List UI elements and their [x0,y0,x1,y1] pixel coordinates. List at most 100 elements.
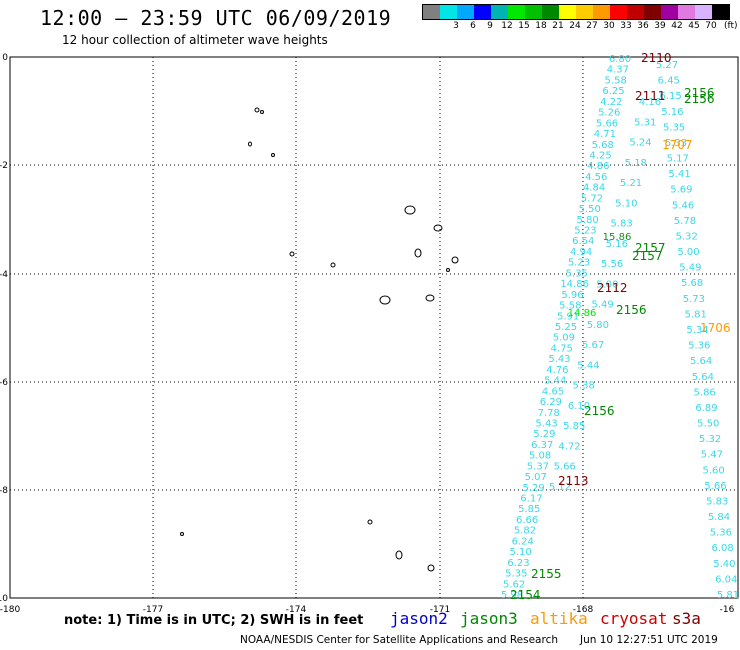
lon-tick-label: -180 [0,605,20,615]
sat-label-cryosat: cryosat [600,609,668,628]
legend-tick-label: 9 [487,21,493,31]
wave-value-jason3: 6.24 [512,536,534,547]
wave-value-jason3: 6.17 [520,494,542,505]
wave-value-jason3: 5.72 [581,193,603,204]
wave-value-altika: 5.35 [663,122,685,133]
wave-value-jason3: 6.29 [540,397,562,408]
wave-value-altika: 5.84 [708,512,730,523]
wave-value-cryosat: 5.67 [582,340,604,351]
pass-time-label: 2156 [616,303,647,317]
wave-value-jason3: 4.25 [589,150,611,161]
map-frame [9,56,739,599]
pass-time-label: 2156 [684,92,715,106]
pass-time-label: 2111 [635,89,666,103]
lon-tick-label: -171 [430,605,450,615]
wave-value-cryosat: 5.85 [563,421,585,432]
footer-note: note: 1) Time is in UTC; 2) SWH is in fe… [64,613,364,628]
legend-tick-label: 42 [671,21,683,31]
wave-value-cryosat: 5.31 [634,117,656,128]
wave-value-jason3: 5.23 [568,258,590,269]
credit-line: NOAA/NESDIS Center for Satellite Applica… [240,634,558,646]
sat-label-s3a: s3a [672,609,701,628]
legend-tick-label: 36 [637,21,649,31]
island-outline [254,107,260,113]
island-outline [379,295,391,305]
lon-tick-label: -174 [286,605,307,615]
wave-value-altika: 5.47 [701,450,723,461]
legend-tick-label: 12 [501,21,513,31]
wave-value-altika: 5.73 [683,294,705,305]
wave-value-altika: 6.08 [711,543,733,554]
wave-value-cryosat: 5.80 [587,320,609,331]
wave-value-altika: 6.89 [695,403,717,414]
legend-tick-label: 18 [535,21,547,31]
wave-value-jason3: 4.37 [607,65,629,76]
wave-value-cryosat: 4.16 [639,97,661,108]
wave-value-altika: 6.04 [715,574,737,585]
legend-tick-label: 70 [705,21,717,31]
wave-value-jason3: 5.37 [527,461,549,472]
wave-value-highlight: 15.86 [603,232,632,243]
legend-swatches [422,4,730,20]
wave-value-altika: 5.36 [688,341,710,352]
legend-swatch [610,5,627,19]
wave-value-jason3: 5.25 [555,322,577,333]
pass-time-label: 1707 [662,138,693,152]
sat-label-altika: altika [530,609,588,628]
legend-swatch [457,5,474,19]
wave-value-jason3: 5.35 [505,569,527,580]
wave-value-jason3: 4.86 [587,161,609,172]
wave-value-altika: 5.64 [690,356,712,367]
island-outline [451,256,459,264]
wave-value-altika: 5.00 [677,247,699,258]
legend-swatch [491,5,508,19]
wave-value-cryosat: 5.24 [629,138,651,149]
legend-swatch [627,5,644,19]
island-outline [404,205,416,215]
color-legend: (ft) 3 6 9 12 15 18 21 24 27 30 33 36 39 42 45 70 [422,4,738,34]
sat-label-jason3: jason3 [460,609,518,628]
wave-value-altika: 5.83 [706,496,728,507]
sat-label-jason2: jason2 [390,609,448,628]
wave-value-cryosat: 4.72 [558,441,580,452]
pass-time-label: 2112 [597,281,628,295]
wave-value-jason3: 5.80 [576,215,598,226]
wave-value-jason3: 5.29 [533,429,555,440]
wave-value-altika: 5.49 [679,263,701,274]
wave-value-cryosat: 5.49 [591,300,613,311]
wave-value-jason3: 4.22 [600,97,622,108]
wave-value-jason3: 5.85 [518,504,540,515]
wave-value-jason3: 5.98 [501,590,523,601]
wave-value-altika: 5.60 [703,465,725,476]
wave-value-jason3: 5.58 [559,301,581,312]
wave-value-jason3: 5.68 [592,140,614,151]
wave-value-cryosat: 5.10 [615,198,637,209]
wave-value-cryosat: 5.56 [601,259,623,270]
pass-time-label: 2113 [558,474,589,488]
wave-value-cryosat: 5.18 [625,158,647,169]
wave-value-jason3: 4.94 [570,247,592,258]
wave-value-cryosat: 5.44 [577,360,599,371]
legend-tick-label: 3 [453,21,459,31]
wave-value-jason3: 4.65 [542,386,564,397]
wave-value-jason3: 5.82 [514,526,536,537]
legend-tick-label: 15 [518,21,530,31]
legend-tick-label: 21 [552,21,564,31]
wave-value-altika: 5.81 [685,309,707,320]
wave-value-altika: 5.50 [697,419,719,430]
wave-value-jason3: 14.86 [560,279,589,290]
wave-value-jason3: 5.08 [529,451,551,462]
legend-tick-label: 39 [654,21,666,31]
island-outline [289,251,295,257]
wave-value-jason3: 4.75 [551,343,573,354]
wave-value-jason3: 5.23 [574,226,596,237]
island-outline [433,224,443,232]
pass-time-label: 2110 [641,51,672,65]
legend-swatch [678,5,695,19]
wave-value-cryosat: 5.66 [554,462,576,473]
lat-tick-label: -2 [0,161,8,171]
wave-value-jason3: 5.44 [544,376,566,387]
lat-tick-label: -6 [0,378,8,388]
legend-swatch [695,5,712,19]
